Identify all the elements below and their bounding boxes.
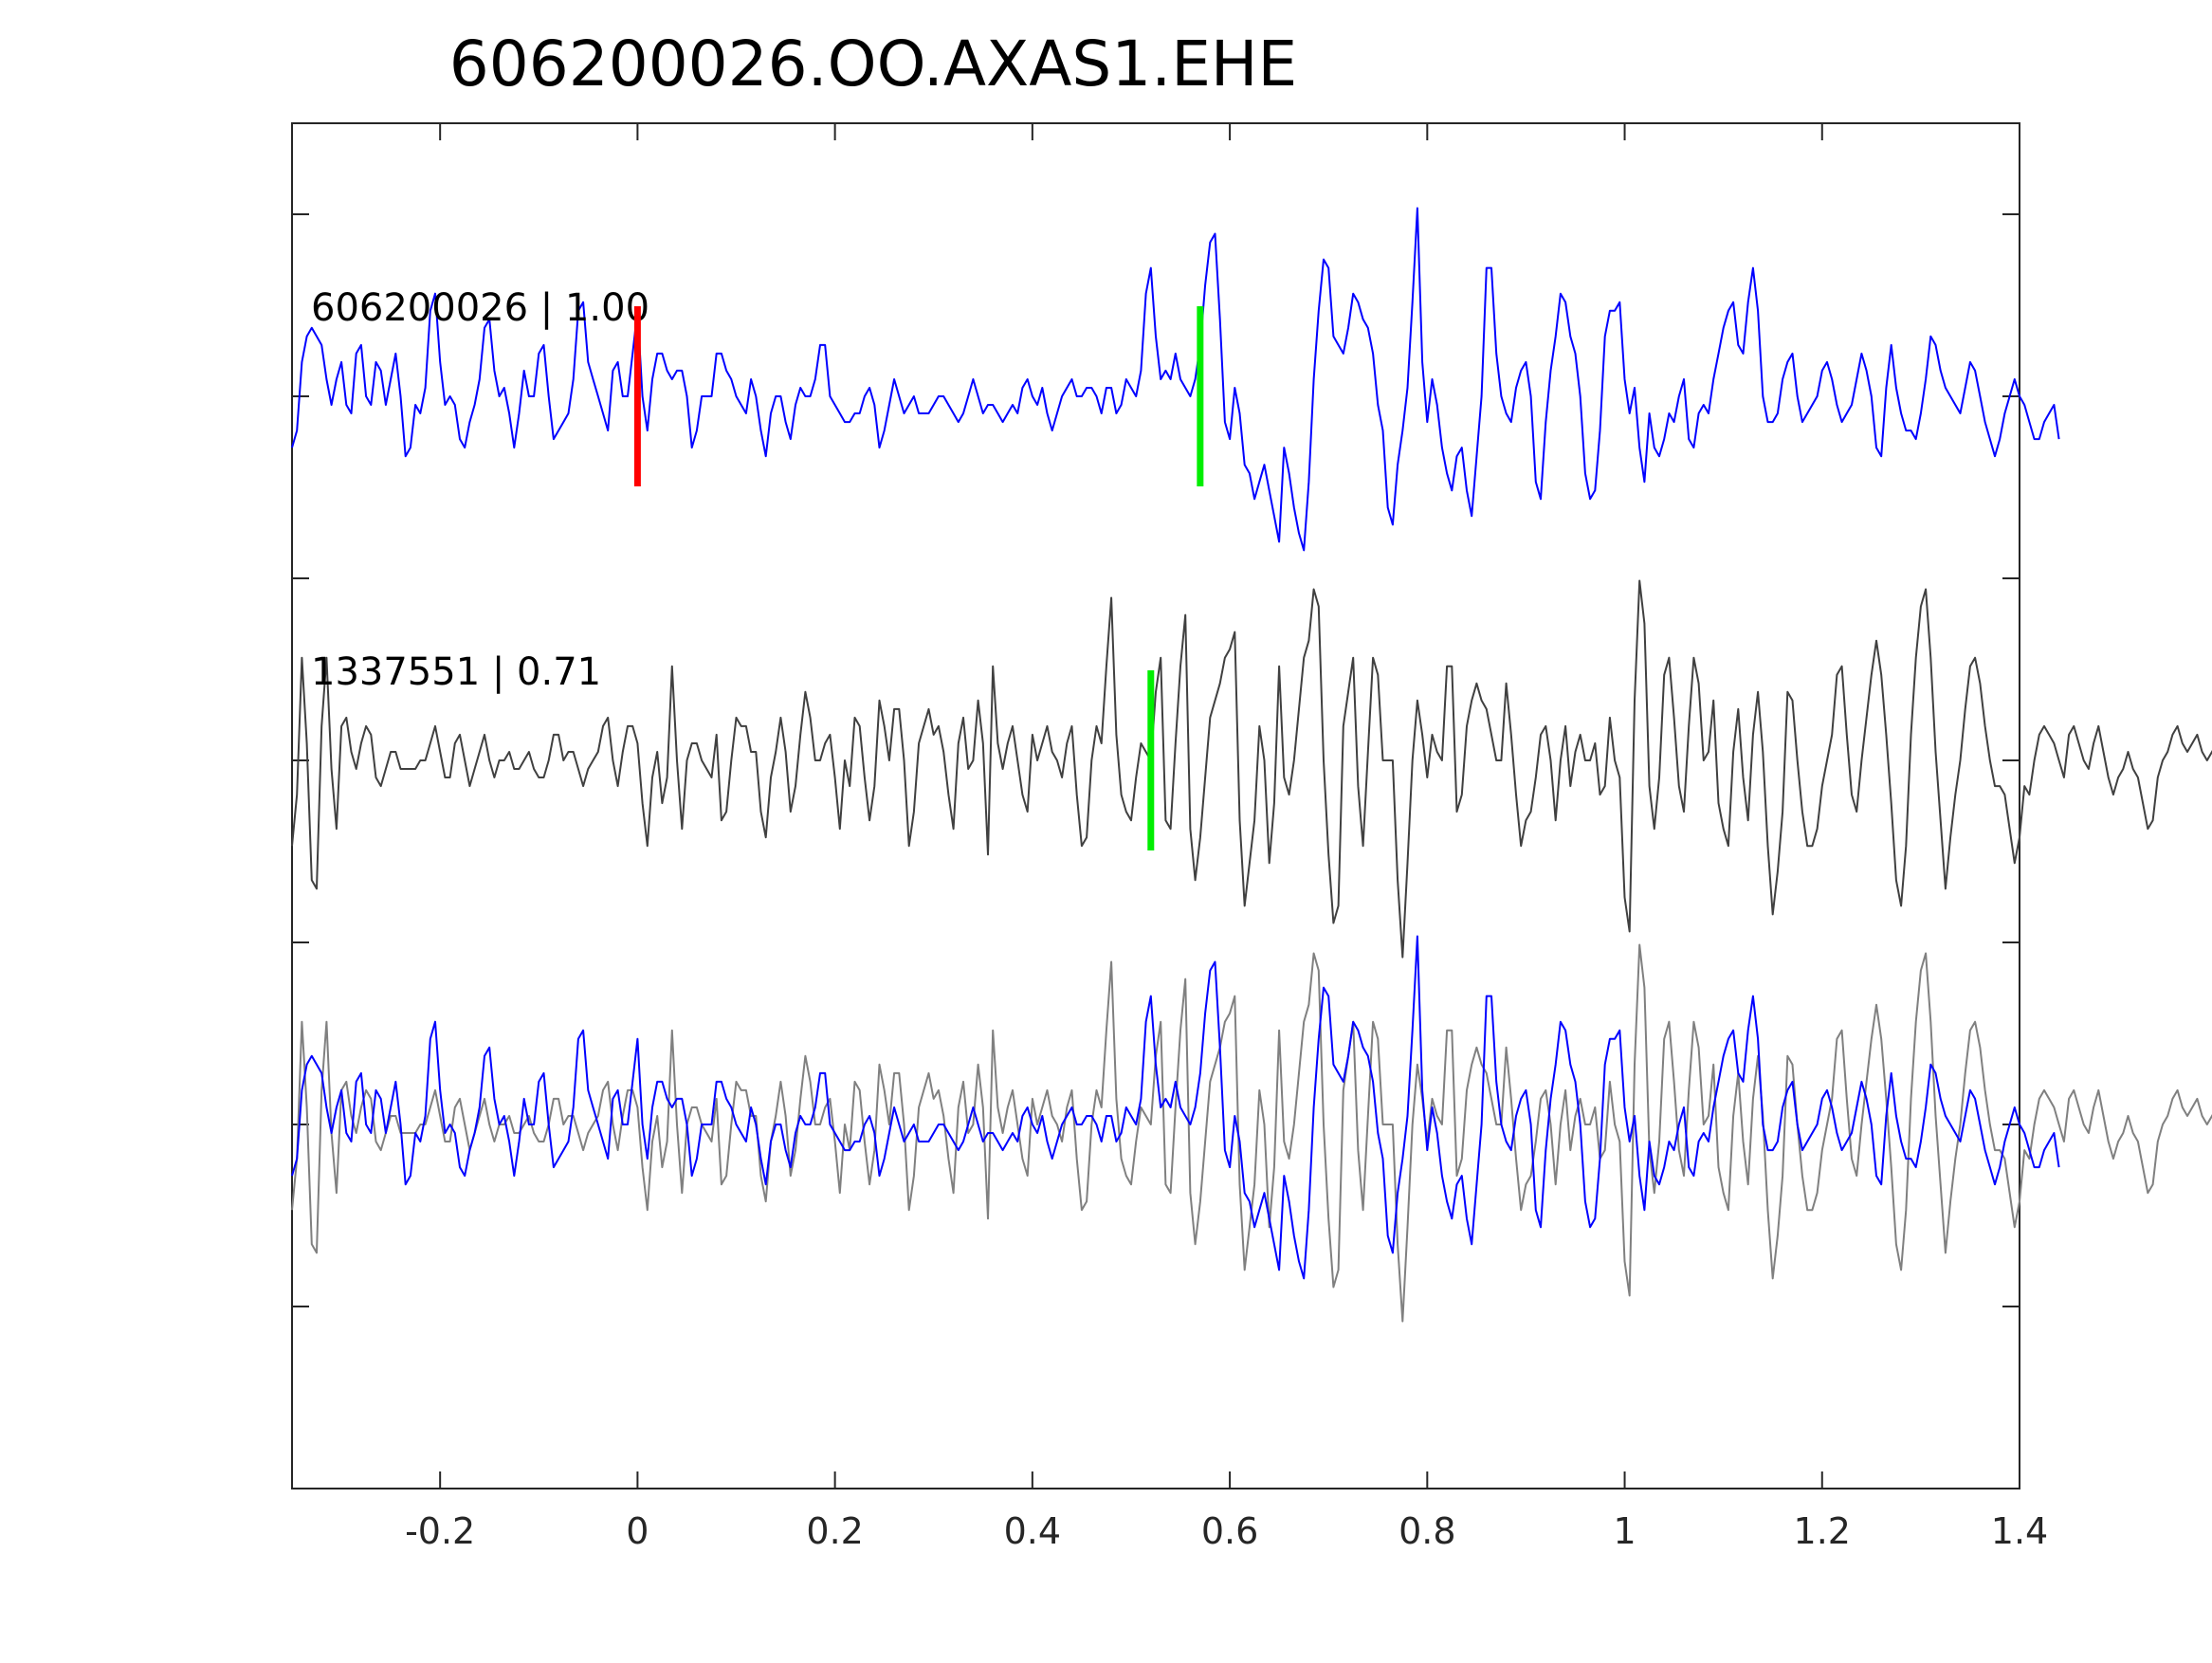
x-tick-label: 1: [1613, 1510, 1636, 1552]
x-tick-label: 1.4: [1991, 1510, 2048, 1552]
plot-frame: [291, 122, 2020, 1489]
trace-2-line: [291, 579, 2212, 959]
x-tick-label: 0.8: [1398, 1510, 1455, 1552]
x-tick-label: 0.2: [806, 1510, 863, 1552]
x-tick-label: 0: [626, 1510, 649, 1552]
trace-1-label: 606200026 | 1.00: [311, 286, 649, 330]
x-tick-label: -0.2: [405, 1510, 475, 1552]
x-tick-label: 1.2: [1794, 1510, 1851, 1552]
trace-1-line: [291, 207, 2060, 552]
x-tick-label: 0.4: [1004, 1510, 1061, 1552]
overlay-line-2: [291, 935, 2060, 1280]
trace-2-label: 1337551 | 0.71: [311, 650, 601, 694]
overlay-line-1: [291, 943, 2212, 1323]
chart-title: 606200026.OO.AXAS1.EHE: [449, 27, 1298, 101]
x-tick-label: 0.6: [1201, 1510, 1258, 1552]
